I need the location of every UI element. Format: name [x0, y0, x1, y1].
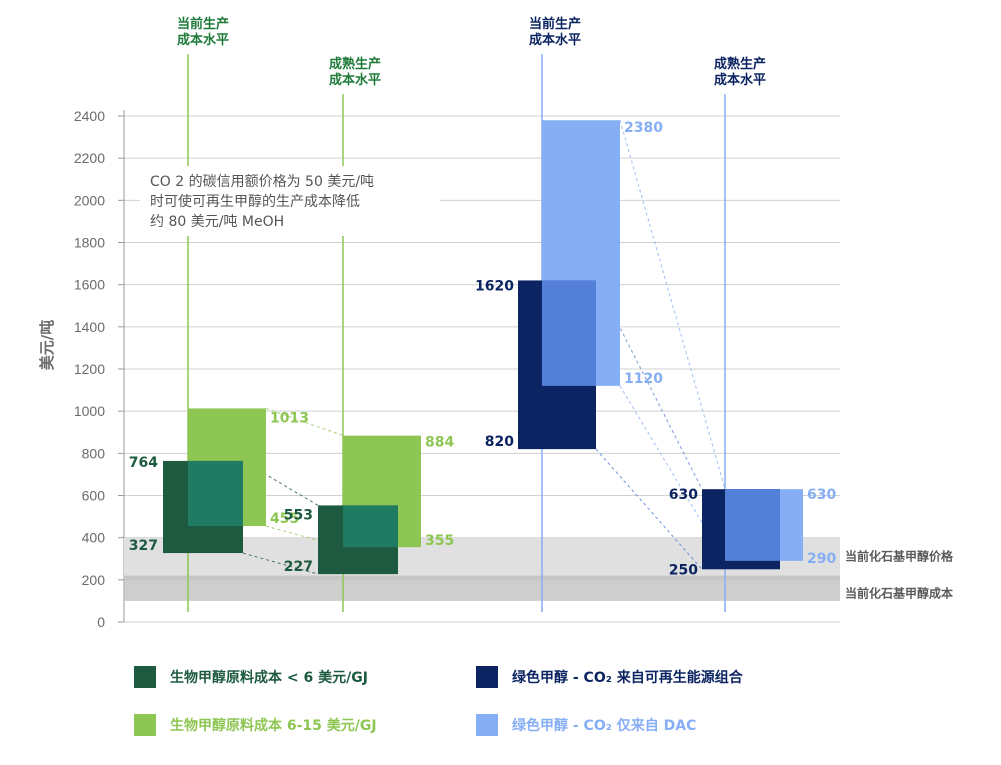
- column-header: 成本水平: [714, 72, 766, 88]
- bar-bio-overlap: [188, 460, 243, 527]
- data-label: 820: [485, 434, 514, 450]
- reference-band-price-label: 当前化石基甲醇价格: [845, 549, 954, 564]
- y-tick-label: 1200: [74, 361, 105, 377]
- chart: 0 200 400 600 800 1000 1200 1400 1600 1800 2000 220…: [38, 16, 954, 630]
- reference-band-cost: [124, 575, 840, 601]
- legend-item-green-combo: 绿色甲醇 - CO₂ 来自可再生能源组合: [476, 666, 743, 688]
- data-label: 1620: [475, 278, 514, 294]
- y-tick-label: 600: [82, 488, 106, 504]
- legend-swatch: [476, 714, 498, 736]
- bar-green-overlap: [725, 489, 780, 561]
- data-label: 455: [270, 511, 299, 527]
- legend-item-bio-low: 生物甲醇原料成本 < 6 美元/GJ: [134, 666, 368, 688]
- y-tick-label: 0: [97, 614, 105, 630]
- data-label: 630: [669, 487, 698, 503]
- data-label: 630: [807, 487, 836, 503]
- column-header: 当前生产: [177, 16, 229, 32]
- data-label: 884: [425, 435, 454, 451]
- y-tick-label: 200: [82, 572, 106, 588]
- legend-swatch: [134, 666, 156, 688]
- y-tick-label: 400: [82, 530, 106, 546]
- connector-line: [242, 552, 319, 575]
- data-label: 764: [129, 455, 158, 471]
- y-tick-label: 1800: [74, 235, 105, 251]
- y-tick-label: 800: [82, 445, 106, 461]
- column-header: 当前生产: [529, 16, 581, 32]
- reference-band-cost-label: 当前化石基甲醇成本: [845, 586, 953, 601]
- column-header: 成本水平: [177, 32, 229, 48]
- column-header: 成熟生产: [714, 56, 766, 72]
- legend-label: 生物甲醇原料成本 < 6 美元/GJ: [170, 670, 368, 686]
- y-tick-label: 1600: [74, 277, 105, 293]
- data-label: 327: [129, 538, 158, 554]
- data-label: 553: [284, 507, 313, 523]
- legend-label: 绿色甲醇 - CO₂ 来自可再生能源组合: [512, 670, 743, 686]
- y-tick-label: 1400: [74, 319, 105, 335]
- legend-label: 绿色甲醇 - CO₂ 仅来自 DAC: [512, 718, 697, 734]
- data-label: 290: [807, 551, 836, 567]
- bar-green-overlap: [542, 280, 596, 386]
- y-tick-label: 2400: [74, 108, 105, 124]
- legend-swatch: [134, 714, 156, 736]
- connector-line: [619, 120, 726, 490]
- column-header: 成本水平: [329, 72, 381, 88]
- legend-swatch: [476, 666, 498, 688]
- annotation-text: 时可使可再生甲醇的生产成本降低: [150, 193, 360, 210]
- bar-bio-overlap: [343, 505, 398, 548]
- legend-item-bio-high: 生物甲醇原料成本 6-15 美元/GJ: [134, 714, 377, 736]
- data-label: 1120: [624, 371, 663, 387]
- connector-line: [595, 448, 703, 570]
- y-tick-label: 1000: [74, 403, 105, 419]
- column-header: 成本水平: [529, 32, 581, 48]
- y-axis-label: 美元/吨: [38, 320, 56, 370]
- connector-line: [265, 407, 344, 437]
- data-label: 227: [284, 559, 313, 575]
- data-label: 355: [425, 533, 454, 549]
- annotation-box: [140, 166, 440, 236]
- data-label: 1013: [270, 410, 309, 426]
- data-label: 2380: [624, 120, 663, 136]
- y-tick-label: 2000: [74, 192, 105, 208]
- y-tick-label: 2200: [74, 150, 105, 166]
- annotation-text: CO 2 的碳信用额价格为 50 美元/吨: [150, 174, 374, 190]
- annotation-text: 约 80 美元/吨 MeOH: [150, 214, 284, 230]
- legend-label: 生物甲醇原料成本 6-15 美元/GJ: [170, 718, 377, 734]
- data-label: 250: [669, 562, 698, 578]
- legend-item-green-dac: 绿色甲醇 - CO₂ 仅来自 DAC: [476, 714, 696, 736]
- column-header: 成熟生产: [329, 56, 381, 72]
